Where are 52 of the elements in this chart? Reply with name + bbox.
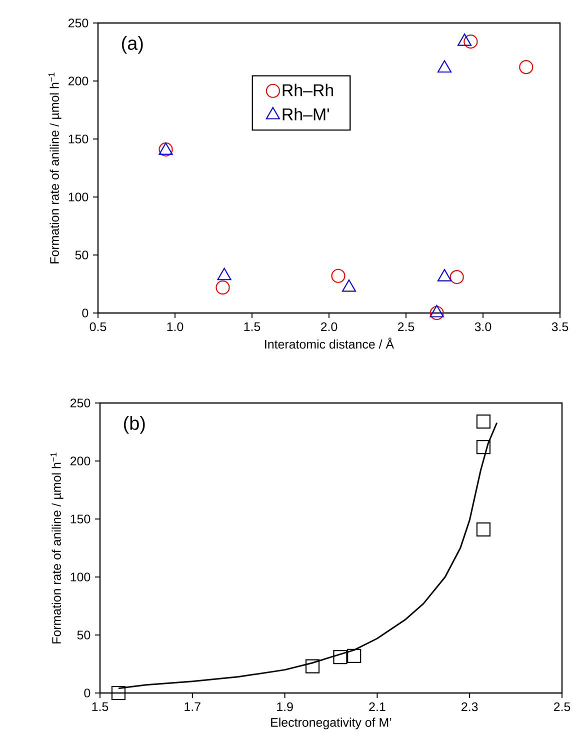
point [342, 279, 356, 292]
point [430, 304, 444, 318]
x-tick-label: 2.0 [320, 322, 338, 332]
y-tick-label: 0 [84, 688, 90, 698]
x-tick-label: 2.3 [462, 702, 478, 712]
x-tick-label: 1.0 [167, 322, 184, 332]
point [216, 280, 230, 295]
x-tick-label: 1.5 [244, 322, 260, 332]
y-tick-label: 200 [70, 456, 90, 466]
legend-label: Rh–Rh [282, 84, 334, 96]
x-axis-title: Interatomic distance / Å [265, 338, 394, 349]
point [333, 650, 348, 664]
point [476, 440, 491, 454]
y-tick-label: 100 [68, 192, 88, 202]
point [305, 659, 320, 674]
point [111, 686, 126, 700]
y-tick-label: 50 [75, 250, 88, 260]
y-tick-label: 200 [68, 76, 88, 86]
y-tick-label: 100 [70, 572, 90, 582]
x-tick-label: 2.5 [398, 322, 414, 332]
x-tick-label: 1.7 [184, 702, 200, 711]
y-tick-label: 150 [70, 514, 90, 524]
y-tick-label: 0 [82, 308, 88, 318]
point [457, 34, 472, 46]
x-tick-label: 3.0 [474, 322, 492, 332]
legend-label: Rh–M' [282, 108, 329, 120]
point [437, 268, 452, 282]
x-tick-label: 3.5 [552, 322, 568, 332]
point [519, 60, 534, 74]
x-tick-label: 2.1 [369, 702, 386, 712]
y-tick-label: 150 [68, 134, 88, 144]
y-axis-title: Formation rate of aniline / µmol h$^{−1}$ [48, 72, 62, 264]
y-tick-label: 250 [68, 18, 88, 28]
point [476, 414, 491, 429]
point [217, 268, 232, 280]
point [476, 522, 491, 536]
point [430, 306, 444, 320]
point [437, 60, 452, 73]
annotation: (a) [122, 36, 143, 54]
point [450, 270, 464, 284]
point [464, 34, 478, 49]
x-tick-label: 1.5 [92, 702, 108, 712]
point [347, 648, 362, 663]
point [331, 268, 346, 283]
y-tick-label: 250 [70, 398, 90, 408]
annotation: (b) [124, 416, 145, 434]
x-axis-title: Electronegativity of M’ [271, 718, 392, 730]
x-tick-label: 2.5 [554, 702, 570, 712]
y-axis-title: Formation rate of aniline / µmol h$^{−1}$ [50, 452, 64, 644]
y-tick-label: 50 [77, 630, 90, 640]
x-tick-label: 1.9 [277, 702, 293, 712]
x-tick-label: 0.5 [90, 322, 106, 332]
